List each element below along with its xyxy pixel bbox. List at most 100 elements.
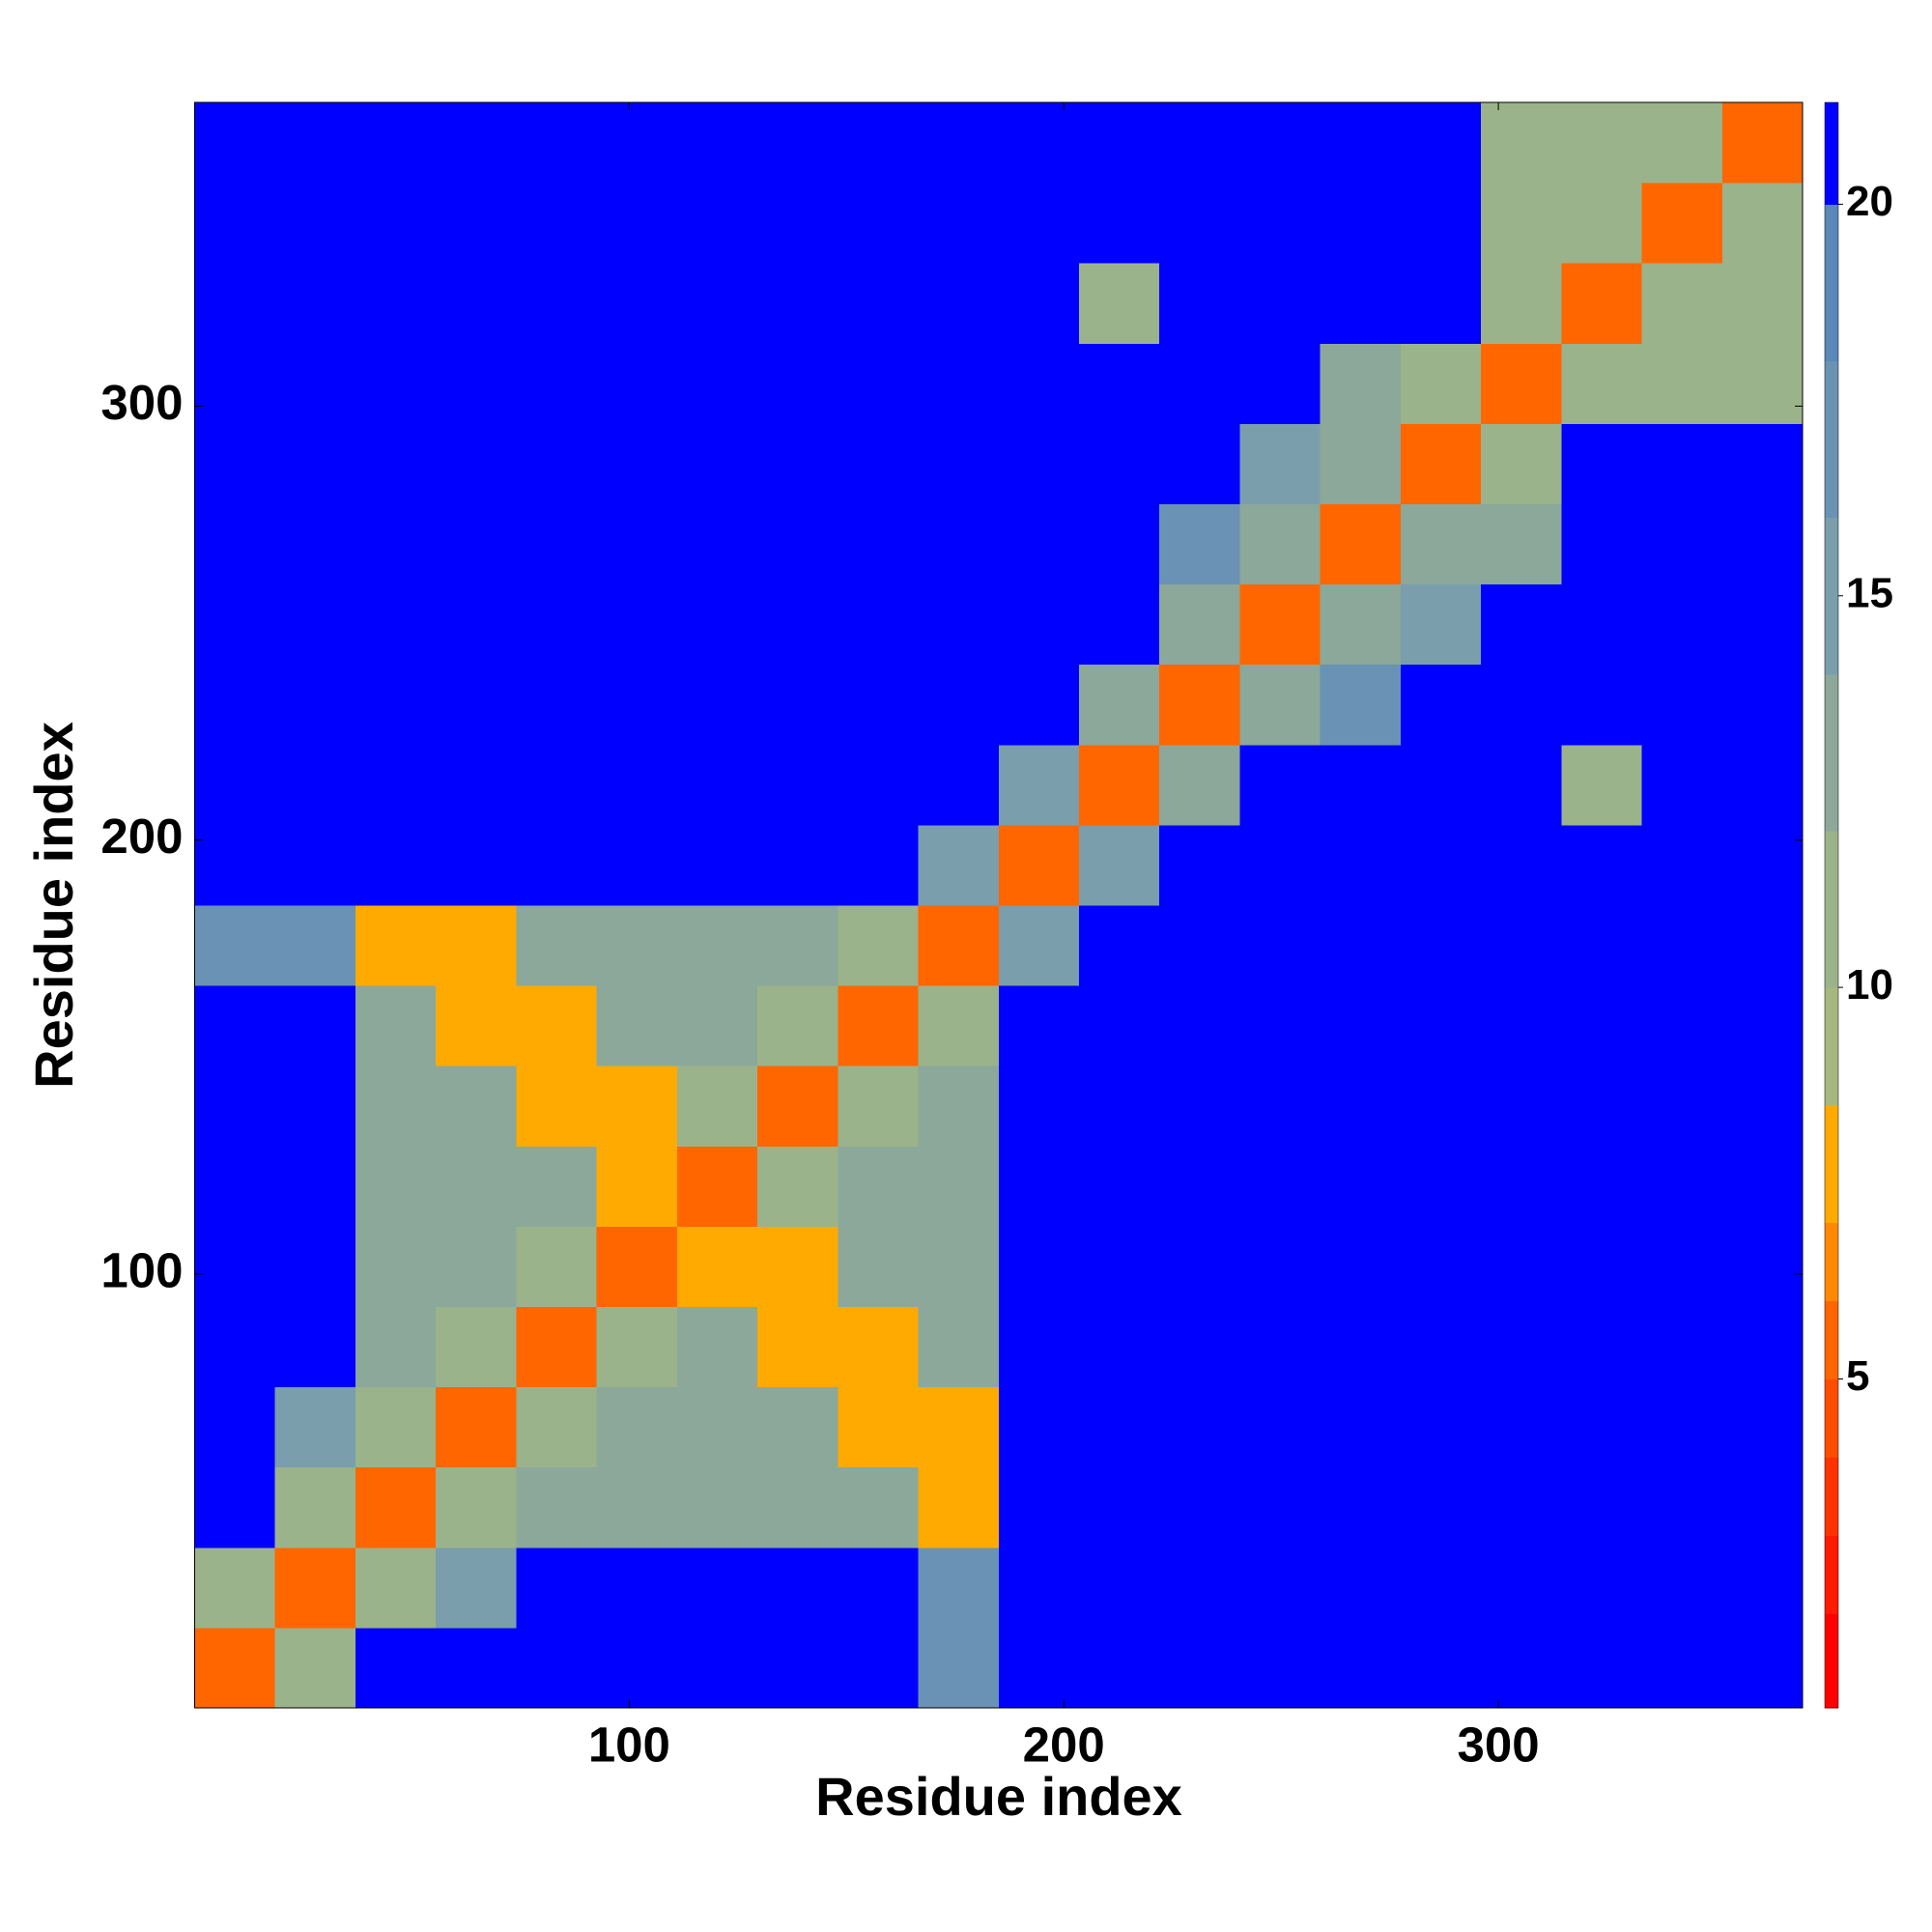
heatmap-cell <box>1721 583 1804 666</box>
heatmap-cell <box>436 343 517 424</box>
heatmap-cell <box>1641 1306 1723 1388</box>
heatmap-cell <box>194 1306 276 1388</box>
heatmap-cell <box>1481 1146 1562 1227</box>
heatmap-cell <box>1239 423 1321 504</box>
heatmap-cell <box>1481 744 1562 826</box>
heatmap-cell <box>1239 183 1321 264</box>
heatmap-cell <box>596 343 678 424</box>
heatmap-cell <box>1721 1306 1804 1388</box>
heatmap-cell <box>1561 423 1643 504</box>
heatmap-cell <box>596 263 678 344</box>
heatmap-cell <box>274 263 356 344</box>
heatmap-cell <box>838 503 920 585</box>
heatmap-cell <box>1721 263 1804 344</box>
heatmap-cell <box>838 263 920 344</box>
heatmap-cell <box>757 1146 838 1227</box>
heatmap-cell <box>355 824 437 906</box>
heatmap-cell <box>1239 343 1321 424</box>
heatmap-cell <box>596 1306 678 1388</box>
colorbar-band <box>1825 1457 1838 1537</box>
heatmap-cell <box>516 1306 598 1388</box>
heatmap-cell <box>1561 583 1643 666</box>
plot-frame <box>194 101 1804 1709</box>
heatmap-cell <box>194 824 276 906</box>
heatmap-cell <box>998 343 1080 424</box>
y-tick-label: 300 <box>100 375 183 430</box>
colorbar-band <box>1825 1104 1838 1223</box>
heatmap-cell <box>1721 664 1804 746</box>
colorbar-frame <box>1824 101 1839 1709</box>
heatmap-cell <box>998 905 1080 986</box>
heatmap-cell <box>596 1627 678 1709</box>
heatmap-cell <box>1159 664 1240 746</box>
heatmap-cell <box>1561 744 1643 826</box>
heatmap-cell <box>1481 664 1562 746</box>
heatmap-cell <box>1320 503 1402 585</box>
heatmap-cell <box>1239 1466 1321 1548</box>
heatmap-cell <box>355 183 437 264</box>
heatmap-cell <box>676 263 758 344</box>
heatmap-cell <box>1561 1547 1643 1629</box>
heatmap-cell <box>1320 343 1402 424</box>
heatmap-cell <box>838 1627 920 1709</box>
heatmap-cell <box>918 102 1000 184</box>
heatmap-cell <box>1159 423 1240 504</box>
heatmap-cell <box>274 985 356 1066</box>
heatmap-cell <box>1078 824 1160 906</box>
heatmap-cell <box>1400 583 1482 666</box>
heatmap-cell <box>998 744 1080 826</box>
heatmap-cell <box>194 503 276 585</box>
heatmap-cell <box>355 503 437 585</box>
heatmap-cell <box>918 183 1000 264</box>
heatmap-cell <box>1078 1306 1160 1388</box>
heatmap-cell <box>1159 1547 1240 1629</box>
heatmap-cell <box>1721 824 1804 906</box>
colorbar-tick-label: 20 <box>1846 178 1893 225</box>
heatmap-cell <box>596 744 678 826</box>
heatmap-cell <box>516 343 598 424</box>
heatmap-cell <box>998 824 1080 906</box>
heatmap-cell <box>436 1547 517 1629</box>
heatmap-cell <box>676 985 758 1066</box>
heatmap-cell <box>757 1627 838 1709</box>
heatmap-cell <box>1078 583 1160 666</box>
heatmap-cell <box>676 1226 758 1307</box>
heatmap-cell <box>1481 583 1562 666</box>
heatmap-cell <box>516 183 598 264</box>
heatmap-cell <box>1481 1547 1562 1629</box>
heatmap-cell <box>516 1386 598 1468</box>
heatmap-cell <box>516 263 598 344</box>
heatmap-cell <box>1400 1065 1482 1147</box>
x-tick-label: 100 <box>588 1717 670 1772</box>
heatmap-cell <box>676 503 758 585</box>
heatmap-cell <box>1159 1627 1240 1709</box>
heatmap-cell <box>355 1146 437 1227</box>
heatmap-cell <box>436 744 517 826</box>
heatmap-cell <box>1561 824 1643 906</box>
heatmap-cell <box>1159 503 1240 585</box>
heatmap-cell <box>1400 1627 1482 1709</box>
heatmap-cell <box>274 824 356 906</box>
heatmap-cell <box>194 183 276 264</box>
heatmap-cell <box>355 423 437 504</box>
heatmap-cell <box>918 1065 1000 1147</box>
colorbar-band <box>1825 360 1838 519</box>
heatmap-cell <box>676 1466 758 1548</box>
colorbar-tick-label: 10 <box>1846 961 1893 1009</box>
heatmap-cell <box>1078 905 1160 986</box>
heatmap-cell <box>274 583 356 666</box>
heatmap-cell <box>274 1466 356 1548</box>
heatmap-cell <box>194 1386 276 1468</box>
heatmap-cell <box>1320 824 1402 906</box>
heatmap-cell <box>516 1065 598 1147</box>
heatmap-cell <box>596 1065 678 1147</box>
heatmap-cell <box>1721 744 1804 826</box>
heatmap-cell <box>1239 102 1321 184</box>
heatmap-cell <box>436 905 517 986</box>
heatmap-cell <box>1641 664 1723 746</box>
heatmap-cell <box>1320 1146 1402 1227</box>
heatmap-cell <box>918 905 1000 986</box>
heatmap-cell <box>1721 905 1804 986</box>
heatmap-cell <box>838 1386 920 1468</box>
heatmap-cell <box>998 1146 1080 1227</box>
